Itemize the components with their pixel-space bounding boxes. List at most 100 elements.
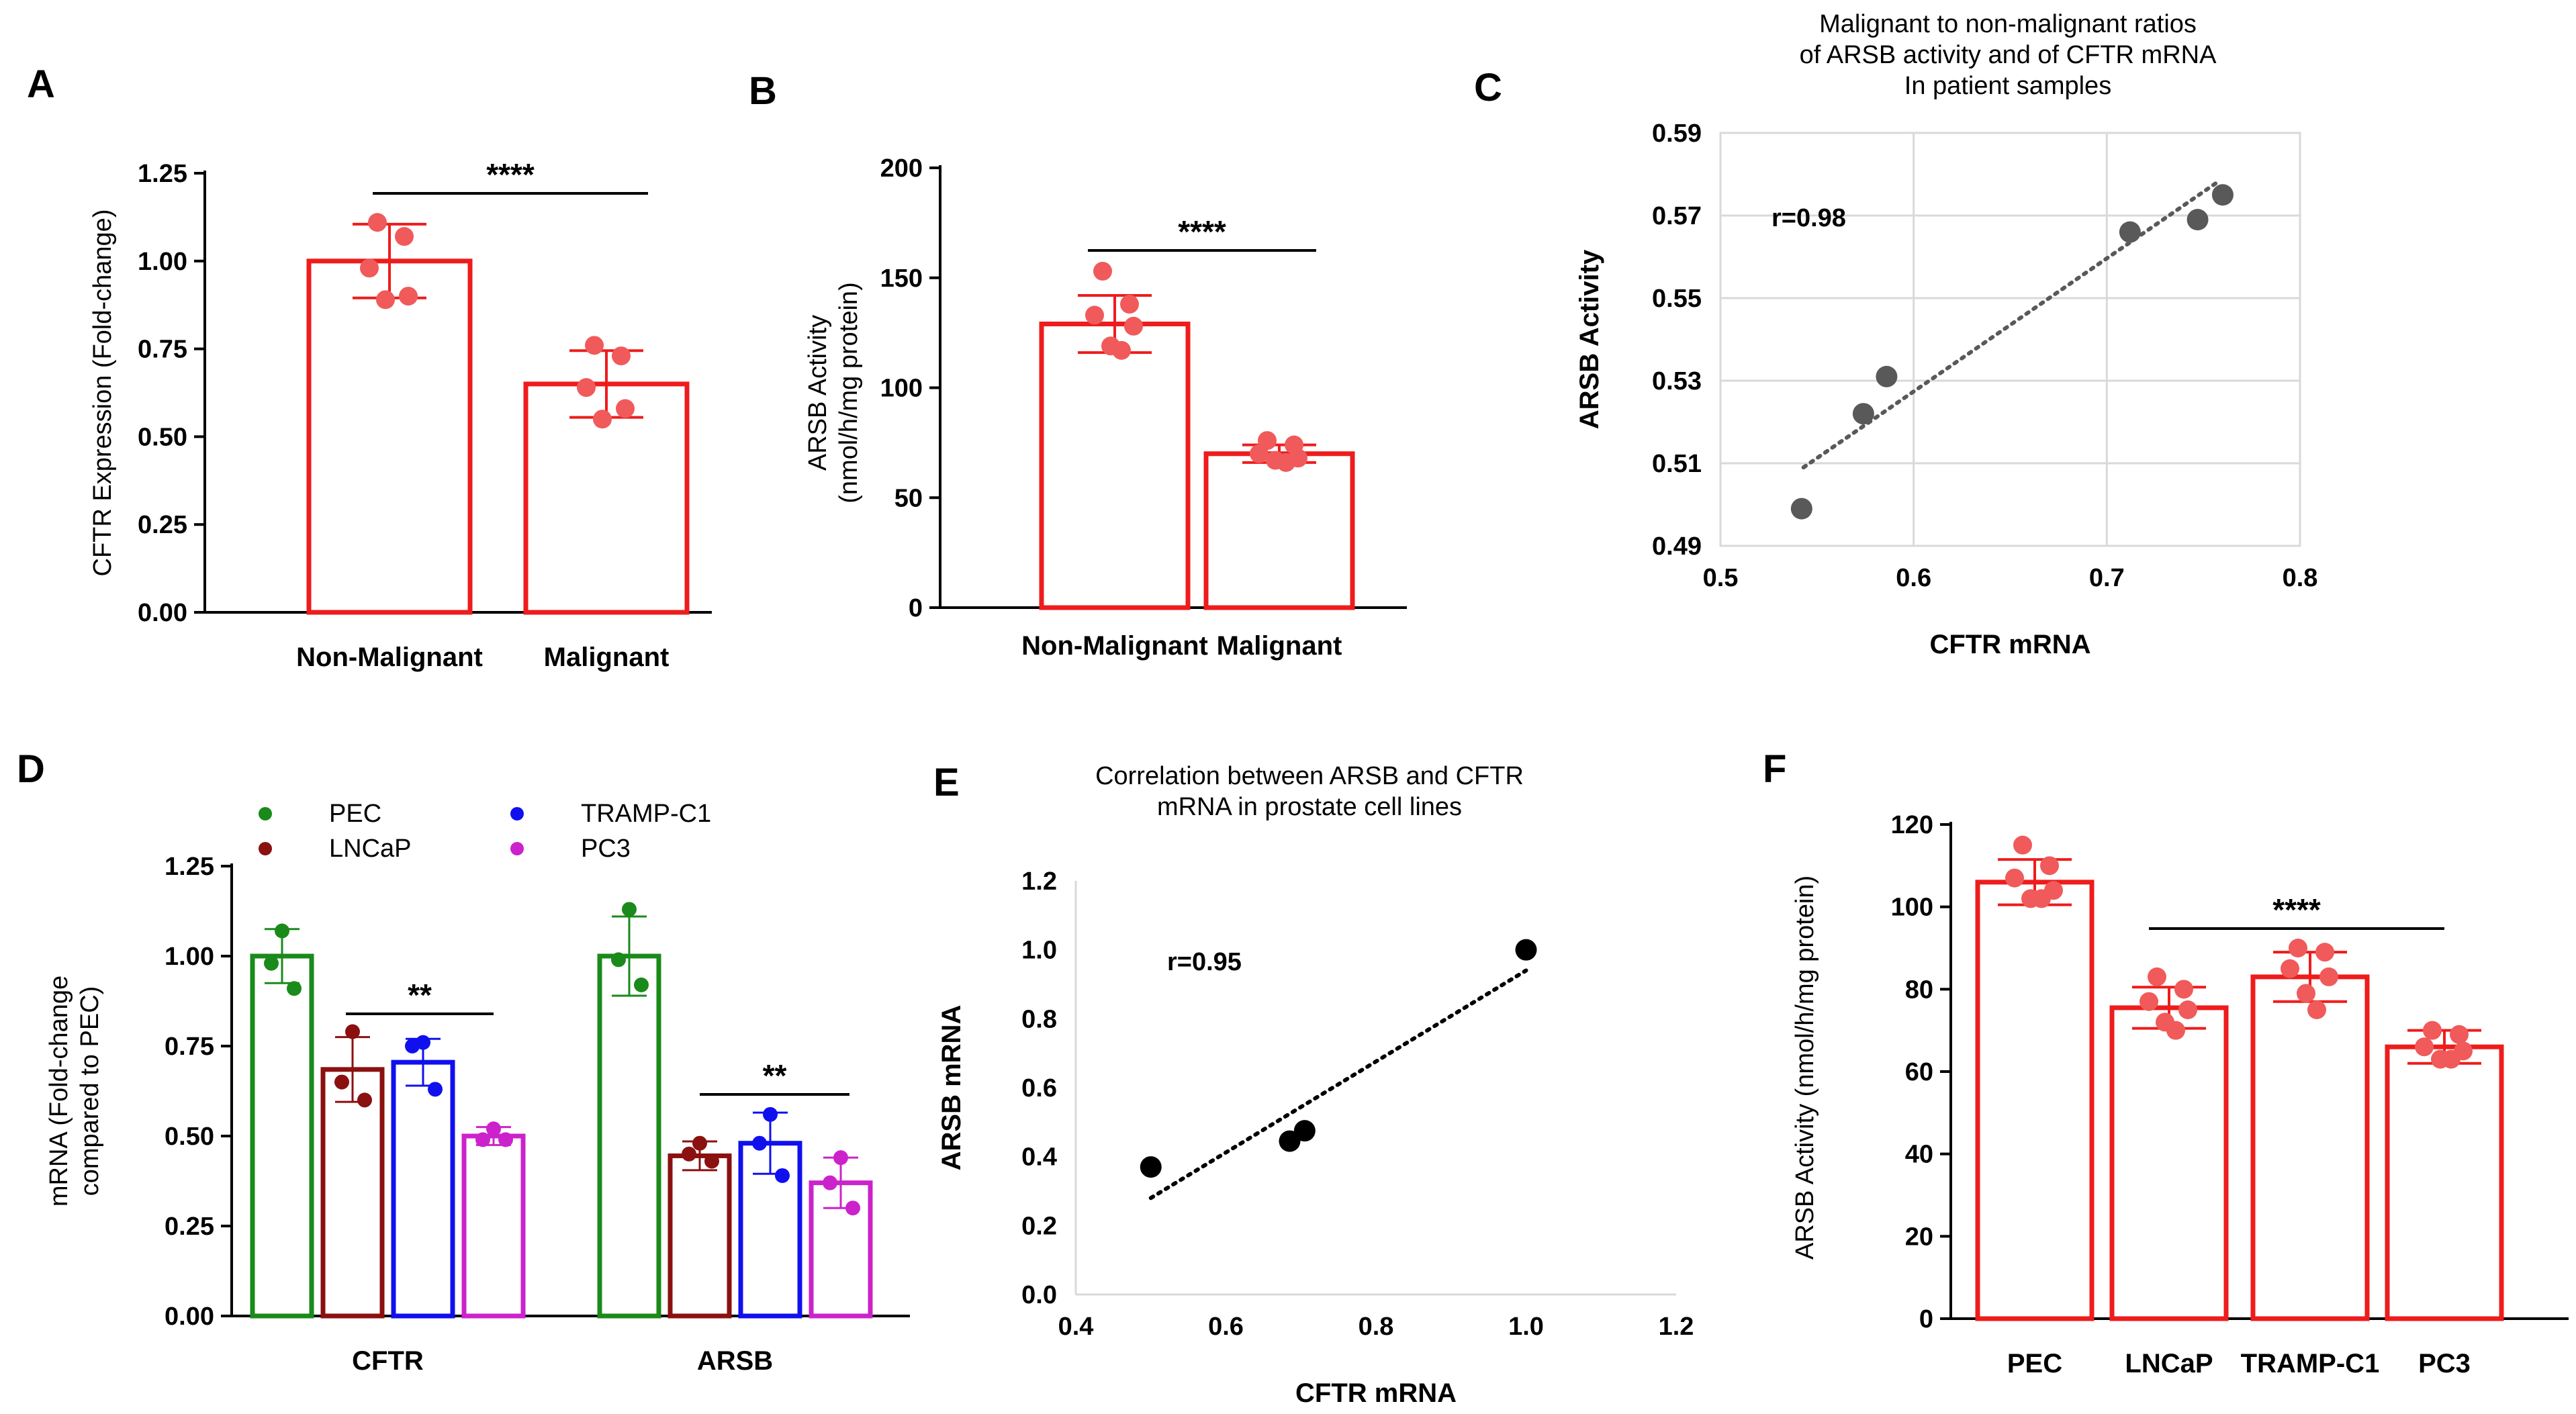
y-tick-label: 1.25 [138,160,187,188]
data-point [1120,295,1139,314]
x-category-label: Malignant [544,643,670,672]
y-axis-title-line-2: (nmol/h/mg protein) [835,282,863,503]
data-point [2119,221,2141,243]
y-tick-label: 150 [880,265,923,293]
x-category-label: Non-Malignant [1021,631,1208,661]
y-tick-label: 20 [1905,1223,1933,1251]
chart-b: 0 50 100 150 200 ARSB Activity (nmol/h/mg prot… [804,154,1407,661]
data-point [2415,1037,2434,1057]
bar-pc3 [2385,1044,2504,1321]
x-category-label: ARSB [697,1346,773,1376]
data-point [1112,340,1131,360]
chart-f: 0 20 40 60 80 100 120 ARSB Activity (nmol/h/mg … [1791,811,2569,1378]
y-tick-label: 200 [880,154,923,183]
data-point [1876,365,1898,387]
data-point [616,399,635,418]
data-point [475,1132,490,1147]
x-tick-label: 0.4 [1058,1313,1094,1341]
data-point [833,1150,848,1166]
y-tick-label: 1.00 [138,248,187,276]
data-point [2442,1049,2460,1069]
chart-title-line-1: Correlation between ARSB and CFTR [1095,762,1524,790]
y-tick-label: 0.75 [138,336,187,364]
data-point [622,902,637,917]
data-point [368,213,387,232]
chart-d: 0.00 0.25 0.50 0.75 1.00 1.25 mRNA (Fold-chang… [45,800,910,1376]
y-tick-label: 1.0 [1021,937,1057,965]
legend-marker-tramp-c1 [510,807,524,820]
data-point [1790,498,1812,520]
data-point [357,1092,372,1108]
data-point [428,1082,443,1097]
y-axis-title: ARSB mRNA [937,1005,966,1171]
data-point [2032,889,2051,908]
x-category-label: CFTR [352,1346,424,1376]
chart-title-line-1: Malignant to non-malignant ratios [1819,10,2197,38]
y-tick-label: 0.00 [138,599,187,627]
y-tick-label: 100 [1891,894,1933,922]
data-point [2307,1000,2326,1019]
data-point [275,923,289,939]
y-tick-label: 0.25 [165,1213,214,1241]
panel-letter-d: D [17,747,45,791]
legend-marker-pec [259,807,272,820]
data-point [823,1175,837,1190]
data-point [395,227,414,246]
panel-letter-a: A [27,62,55,106]
bar-tramp-c1 [2250,974,2370,1321]
data-point [1852,403,1874,425]
data-point [2319,967,2338,986]
data-point [2297,984,2315,1003]
legend-label-pc3: PC3 [581,835,631,863]
legend-label-pec: PEC [329,800,381,828]
y-axis-title-line-1: CFTR Expression (Fold-change) [89,209,117,577]
x-tick-label: 0.8 [1359,1313,1394,1341]
data-point [1515,939,1537,961]
y-tick-label: 60 [1905,1058,1933,1086]
trend-line [1148,968,1528,1200]
y-tick-label: 0.4 [1021,1143,1057,1172]
data-point [611,952,626,968]
x-category-label: Malignant [1217,631,1342,661]
data-point [1293,1120,1316,1142]
data-point [692,1135,707,1151]
x-axis-title: CFTR mRNA [1930,630,2091,659]
significance-label: ** [763,1058,787,1093]
data-point [2187,209,2209,231]
y-tick-label: 0.50 [165,1123,214,1151]
significance-label: **** [486,157,535,192]
y-axis-title: ARSB Activity [1575,249,1604,429]
data-point [287,981,302,996]
data-point [2450,1025,2469,1044]
data-point [585,336,604,355]
y-tick-label: 0.75 [165,1033,214,1061]
legend-marker-pc3 [510,842,524,855]
x-category-label: Non-Malignant [296,643,483,672]
chart-title-line-2: of ARSB activity and of CFTR mRNA [1800,41,2217,69]
data-point [1277,453,1295,472]
data-point [2166,1021,2185,1040]
correlation-label: r=0.95 [1167,948,1242,976]
data-point [775,1168,790,1183]
significance-label: ** [408,978,432,1012]
x-category-label: TRAMP-C1 [2241,1349,2380,1378]
data-point [577,378,596,397]
y-tick-label: 0.0 [1021,1281,1057,1309]
x-tick-label: 0.6 [1208,1313,1244,1341]
data-point [2013,835,2032,855]
y-tick-label: 0.50 [138,423,187,451]
data-point [486,1121,501,1137]
data-point [763,1106,778,1122]
y-axis-title-line-1: mRNA (Fold-change [45,976,73,1207]
y-axis-title-line-2: compared to PEC) [76,986,104,1196]
y-tick-label: 80 [1905,976,1933,1004]
y-tick-label: 0.25 [138,511,187,539]
bar-arsb-pec [597,953,661,1319]
bar-lncap [2109,1005,2229,1321]
y-tick-label: 40 [1905,1141,1933,1169]
data-point [593,410,612,429]
data-point [2423,1021,2442,1040]
x-tick-label: 0.8 [2283,564,2318,592]
data-point [634,977,649,992]
